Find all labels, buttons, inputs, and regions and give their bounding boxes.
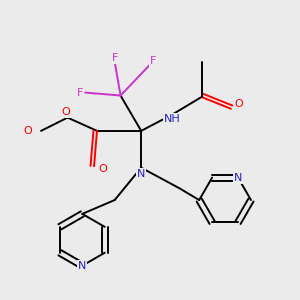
Text: O: O: [235, 99, 244, 110]
Text: F: F: [150, 56, 157, 66]
Text: N: N: [78, 261, 86, 271]
Text: O: O: [62, 107, 70, 117]
Text: F: F: [112, 53, 118, 63]
Text: N: N: [137, 169, 146, 179]
Text: O: O: [98, 164, 107, 174]
Text: F: F: [77, 88, 83, 98]
Text: NH: NH: [164, 114, 181, 124]
Text: N: N: [234, 172, 242, 183]
Text: O: O: [23, 126, 32, 136]
